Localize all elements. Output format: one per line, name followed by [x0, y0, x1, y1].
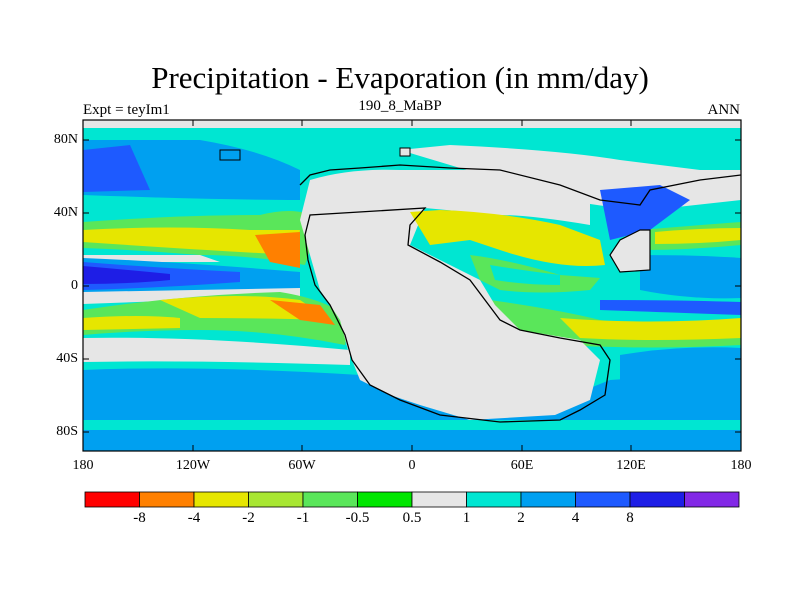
lat-tick-label: 80S — [56, 424, 78, 439]
colorbar-swatch — [84, 491, 140, 508]
colorbar-swatch — [466, 491, 522, 508]
colorbar-swatch — [248, 491, 304, 508]
colorbar-label: -8 — [133, 510, 146, 526]
colorbar-label: -4 — [187, 510, 201, 526]
colorbar-swatch — [411, 491, 467, 508]
map-plot-area — [83, 120, 741, 451]
lon-tick-label: 60E — [510, 458, 534, 473]
colorbar-swatch — [193, 491, 249, 508]
colorbar-label: -0.5 — [345, 510, 370, 526]
lon-tick-label: 180 — [72, 458, 94, 473]
colorbar-label: 0.5 — [402, 510, 422, 526]
season-label: ANN — [707, 102, 741, 118]
colorbar-label: -2 — [242, 510, 255, 526]
lon-tick-label: 120W — [175, 458, 211, 473]
period-label: 190_8_MaBP — [358, 98, 442, 114]
lat-tick-label: 80N — [53, 132, 78, 147]
colorbar-swatch — [302, 491, 358, 508]
experiment-label: Expt = teyIm1 — [83, 102, 170, 118]
colorbar-label: 8 — [626, 510, 634, 526]
lon-tick-label: 180 — [730, 458, 752, 473]
lon-tick-label: 60W — [288, 458, 316, 473]
colorbar-label: 4 — [571, 510, 580, 526]
colorbar-label: -1 — [296, 510, 310, 526]
colorbar-swatch — [575, 491, 631, 508]
axis-ticks — [83, 120, 741, 451]
colorbar-label: 2 — [517, 510, 525, 526]
colorbar-swatch — [139, 491, 195, 508]
colorbar-swatch — [684, 491, 740, 508]
lat-tick-label: 40N — [53, 205, 78, 220]
colorbar — [84, 491, 740, 508]
colorbar-swatch — [520, 491, 576, 508]
colorbar-label: 1 — [462, 510, 471, 526]
lat-tick-label: 40S — [56, 351, 78, 366]
colorbar-swatch — [357, 491, 413, 508]
map-title: Precipitation - Evaporation (in mm/day) — [151, 60, 649, 95]
lat-tick-label: 0 — [71, 278, 78, 293]
lon-tick-label: 0 — [408, 458, 416, 473]
lon-tick-label: 120E — [616, 458, 646, 473]
colorbar-swatch — [629, 491, 685, 508]
